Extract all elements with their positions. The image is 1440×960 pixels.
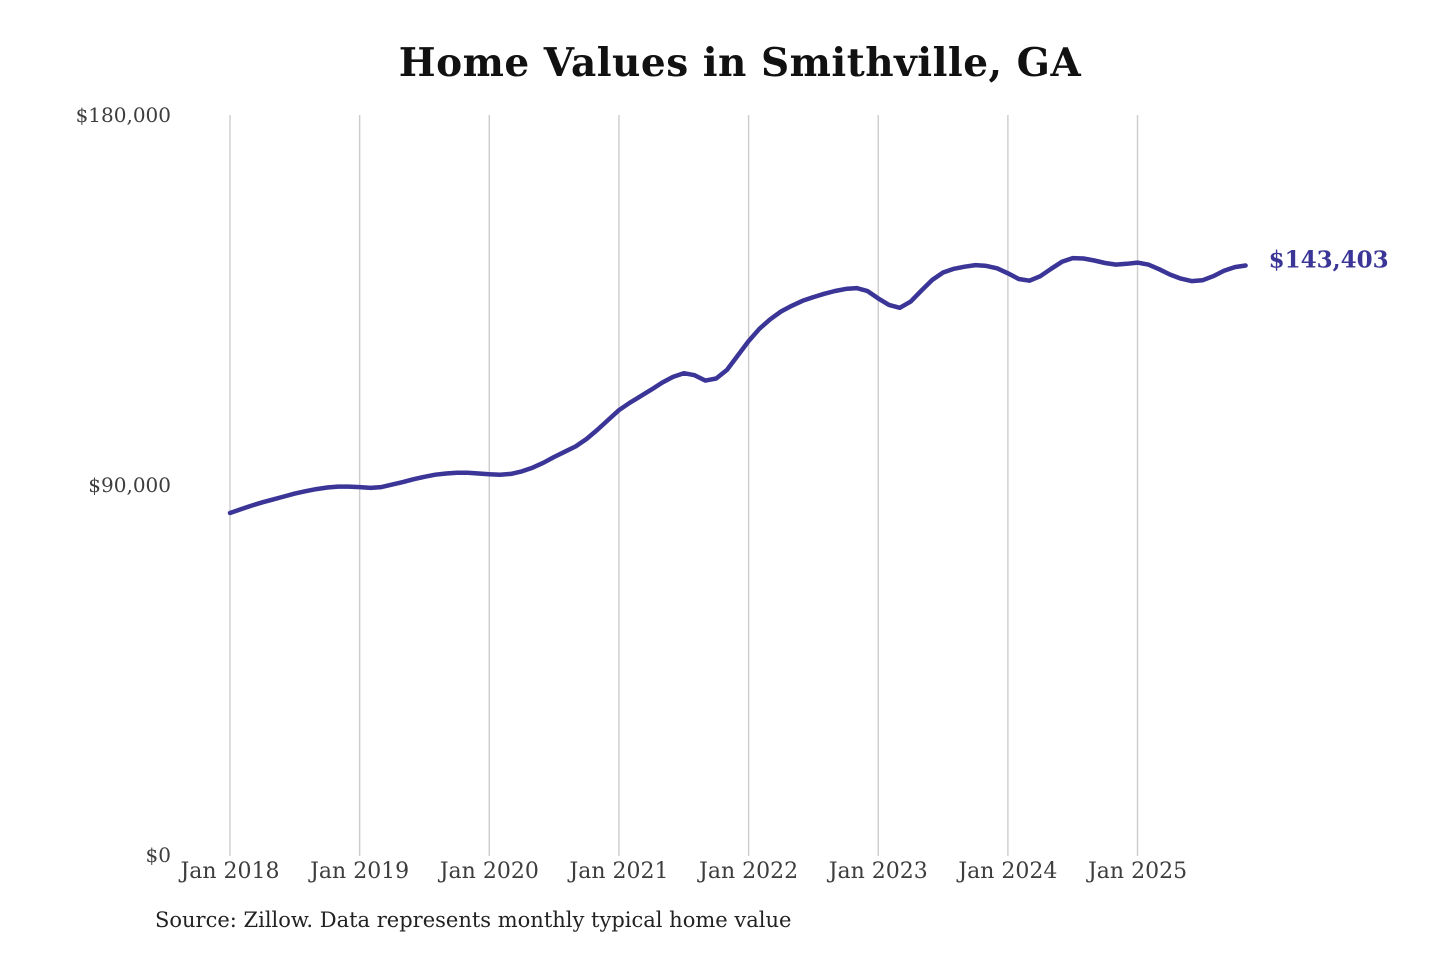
home-value-series-line	[227, 255, 1248, 516]
x-axis-tick-label: Jan 2022	[697, 859, 798, 884]
source-note: Source: Zillow. Data represents monthly …	[155, 908, 792, 932]
x-axis-tick-label: Jan 2021	[567, 859, 668, 884]
x-axis-tick-label: Jan 2019	[308, 859, 409, 884]
x-axis-tick-label: Jan 2024	[956, 859, 1057, 884]
y-axis-tick-label: $0	[146, 843, 171, 867]
y-axis-tick-label: $180,000	[76, 103, 171, 127]
y-axis-tick-label: $90,000	[88, 473, 171, 497]
x-axis-tick-label: Jan 2025	[1086, 859, 1187, 884]
x-axis-tick-label: Jan 2018	[178, 859, 279, 884]
x-axis-tick-label: Jan 2023	[827, 859, 928, 884]
current-value-label: $143,403	[1269, 246, 1389, 273]
chart-title: Home Values in Smithville, GA	[398, 40, 1082, 86]
x-axis-tick-label: Jan 2020	[438, 859, 539, 884]
